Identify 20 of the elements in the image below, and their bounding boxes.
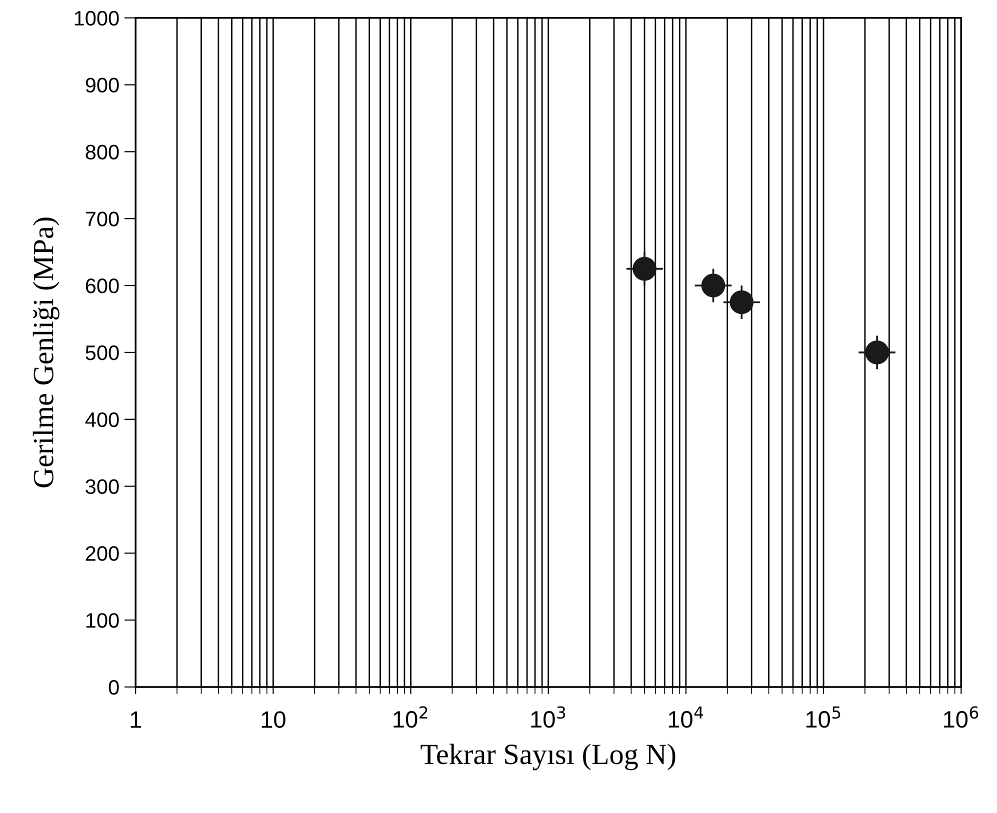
y-tick-label: 900	[86, 78, 119, 93]
x-tick-label: 10$^{2}$	[394, 706, 428, 728]
x-tick-label: 10$^{5}$	[806, 706, 840, 728]
y-tick-label: 1000	[74, 10, 119, 26]
y-tick-label: 400	[85, 412, 119, 428]
x-tick-label: 10$^{6}$	[944, 706, 978, 728]
y-tick-label: 600	[86, 278, 119, 294]
x-tick-label: 10	[262, 711, 286, 728]
x-axis-title: Tekrar Sayısı (Log N)	[420, 744, 676, 770]
y-tick-label: 300	[86, 479, 119, 494]
y-tick-label: 0	[108, 680, 119, 695]
y-tick-label: 700	[86, 212, 119, 226]
y-tick-label: 500	[86, 345, 119, 360]
x-tick-label: 10$^{4}$	[668, 706, 704, 728]
y-axis-title: Gerilme Genliği (MPa)	[32, 218, 60, 488]
y-tick-label: 800	[86, 144, 119, 160]
y-tick-label: 200	[86, 546, 119, 561]
y-tick-label: 100	[86, 613, 119, 628]
x-tick-label: 10$^{3}$	[531, 706, 566, 728]
x-tick-label: 1	[130, 711, 142, 728]
